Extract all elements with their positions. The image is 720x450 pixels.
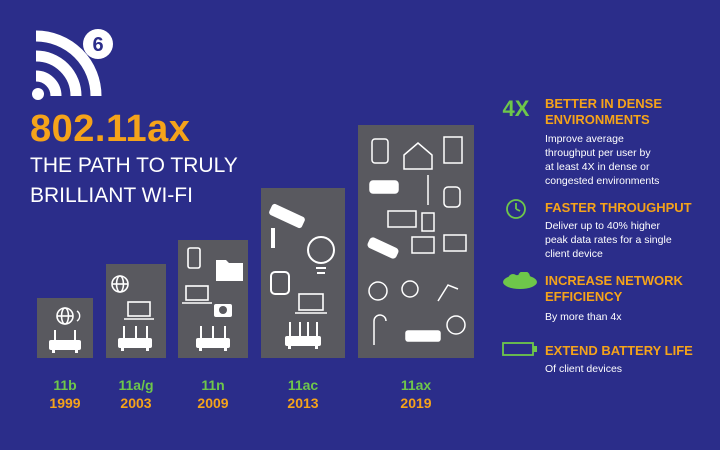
feature-throughput-title: FASTER THROUGHPUT — [545, 200, 692, 215]
feature-dense-title: BETTER IN DENSE ENVIRONMENTS — [545, 96, 710, 128]
globe-icon — [56, 307, 74, 325]
security-camera-icon — [269, 203, 305, 248]
home-icon — [403, 142, 433, 170]
gen-label-11ag: 11a/g 2003 — [101, 376, 171, 412]
bitcoin-icon — [401, 280, 419, 298]
gen-name: 11ac — [287, 377, 319, 393]
gen-label-11ac: 11ac 2013 — [268, 376, 338, 412]
gen-year: 2013 — [287, 395, 319, 411]
feature-desc-line: client device — [545, 248, 603, 260]
feature-desc-line: Improve average — [545, 133, 624, 145]
router-icon — [196, 326, 230, 351]
gen-year: 2019 — [400, 395, 432, 411]
robot-arm-icon — [437, 284, 459, 302]
feature-desc-line: throughput per user by — [545, 147, 651, 159]
page-subtitle: THE PATH TO TRULY BRILLIANT WI-FI — [30, 151, 238, 211]
thermostat-icon — [443, 136, 463, 164]
gen-panel-11ag — [106, 264, 166, 358]
gen-year: 2003 — [120, 395, 152, 411]
tablet-icon — [421, 212, 435, 232]
gen-panel-11n — [178, 240, 248, 358]
router-icon — [405, 330, 441, 342]
laptop-icon — [124, 301, 154, 320]
subtitle-line-2: BRILLIANT WI-FI — [30, 184, 193, 207]
battery-icon — [500, 342, 540, 361]
feature-title-line: ENVIRONMENTS — [545, 112, 650, 127]
gen-panel-11ac — [261, 188, 345, 358]
logo-badge: 6 — [92, 34, 103, 56]
feature-dense-desc: Improve average throughput per user by a… — [545, 132, 705, 188]
wifi-6-icon: 6 — [32, 29, 113, 100]
gen-label-11n: 11n 2009 — [178, 376, 248, 412]
gen-label-11ax: 11ax 2019 — [381, 376, 451, 412]
subtitle-line-1: THE PATH TO TRULY — [30, 154, 238, 177]
chart-icon — [368, 281, 388, 301]
gen-panel-11b — [37, 298, 93, 358]
lightbulb-icon — [307, 236, 335, 274]
router-icon — [285, 322, 321, 349]
feature-throughput-desc: Deliver up to 40% higher peak data rates… — [545, 219, 705, 261]
gen-name: 11n — [201, 377, 225, 393]
laptop-icon — [295, 293, 327, 314]
security-camera-icon — [367, 237, 399, 259]
folder-icon — [216, 260, 243, 281]
camera-icon — [214, 304, 232, 317]
feature-desc-line: congested environments — [545, 175, 660, 187]
page-title: 802.11ax — [30, 108, 191, 150]
gen-name: 11ax — [400, 377, 432, 393]
desktop-icon — [443, 234, 467, 252]
gen-year: 2009 — [197, 395, 229, 411]
cloud-icon — [500, 271, 540, 295]
feature-title-line: BETTER IN DENSE — [545, 96, 663, 111]
globe-icon — [111, 275, 129, 293]
phone-icon — [187, 247, 201, 269]
smartwatch-icon — [270, 271, 290, 295]
feature-title-line: EFFICIENCY — [545, 289, 623, 304]
feature-desc-line: peak data rates for a single — [545, 234, 672, 246]
feature-desc-line: at least 4X in dense or — [545, 161, 650, 173]
gen-name: 11a/g — [118, 377, 154, 393]
router-icon — [118, 326, 152, 351]
feature-efficiency-desc: By more than 4x — [545, 311, 622, 323]
car-icon — [369, 180, 399, 194]
gen-label-11b: 11b 1999 — [30, 376, 100, 412]
feature-efficiency-title: INCREASE NETWORK EFFICIENCY — [545, 273, 710, 305]
router-icon — [49, 330, 81, 353]
gen-year: 1999 — [49, 395, 81, 411]
gen-panel-11ax — [358, 125, 474, 358]
feature-desc-line: Deliver up to 40% higher — [545, 220, 660, 232]
feature-title-line: INCREASE NETWORK — [545, 273, 683, 288]
hand-phone-icon — [371, 138, 389, 164]
smartwatch-icon — [443, 186, 461, 208]
appliance-icon — [411, 236, 435, 254]
wifi6-logo: 6 — [30, 18, 120, 108]
lightbulb-icon — [446, 315, 466, 335]
stopwatch-icon — [496, 196, 536, 225]
feature-battery-title: EXTEND BATTERY LIFE — [545, 343, 693, 358]
feature-battery-desc: Of client devices — [545, 363, 623, 375]
laptop-icon — [182, 285, 212, 304]
street-lamp-icon — [373, 314, 387, 345]
four-x-icon: 4X — [502, 96, 530, 121]
laptop-icon — [387, 210, 417, 228]
gen-name: 11b — [53, 377, 77, 393]
